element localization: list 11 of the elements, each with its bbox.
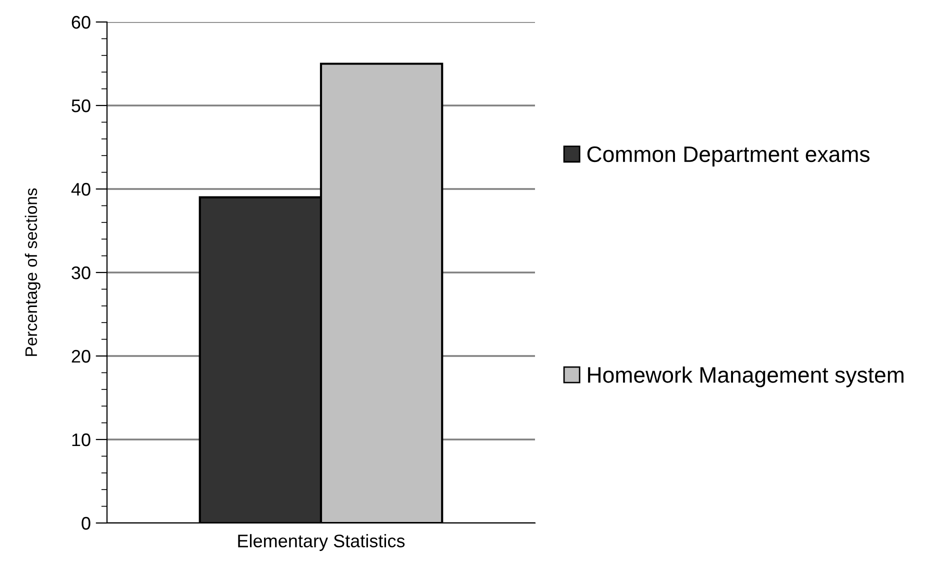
y-tick-label: 0: [82, 516, 90, 530]
legend-label: Homework Management system: [588, 366, 904, 388]
y-tick-label: 30: [72, 266, 90, 280]
x-tick-label: Elementary Statistics: [238, 534, 405, 551]
y-tick-label: 50: [72, 99, 90, 112]
y-axis-title: Percentage of sections: [24, 188, 40, 356]
legend-label: Common Department exams: [587, 146, 870, 166]
y-tick-label: 10: [72, 433, 90, 446]
y-tick-label: 20: [72, 350, 90, 363]
y-tick-label: 40: [71, 182, 90, 196]
y-tick-label: 60: [72, 16, 90, 29]
